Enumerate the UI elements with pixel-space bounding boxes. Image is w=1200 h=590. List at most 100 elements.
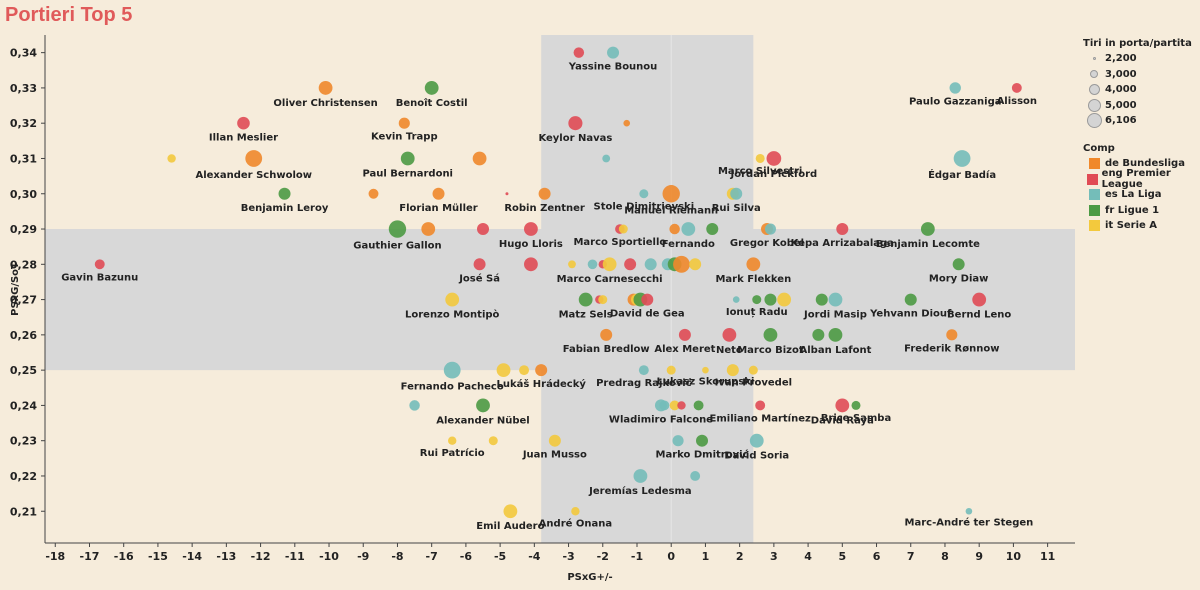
data-point [644, 258, 657, 271]
size-circle-icon [1092, 57, 1096, 61]
data-point [388, 220, 407, 238]
y-tick-label: 0,22 [10, 470, 37, 483]
data-point [730, 187, 743, 200]
color-swatch-icon [1088, 204, 1100, 216]
x-tick-label: -5 [494, 550, 506, 563]
data-point [624, 258, 637, 271]
point-label: Édgar Badía [928, 168, 996, 181]
size-legend-item: 3,000 [1083, 67, 1198, 83]
y-tick-label: 0,32 [10, 117, 37, 130]
point-label: Yassine Bounou [568, 62, 658, 73]
data-point [318, 81, 333, 95]
y-tick-label: 0,30 [10, 188, 37, 201]
data-point [505, 192, 509, 196]
data-point [659, 400, 670, 411]
x-tick-label: -7 [426, 550, 438, 563]
point-label: Hugo Lloris [499, 239, 563, 250]
y-tick-label: 0,31 [10, 152, 37, 165]
data-point [633, 469, 648, 483]
y-tick-label: 0,25 [10, 364, 37, 377]
competition-legend: Comp de Bundesliga eng Premier League es… [1083, 143, 1198, 234]
competition-legend-item[interactable]: fr Ligue 1 [1083, 203, 1198, 219]
data-point [749, 433, 764, 448]
data-point [1011, 82, 1022, 93]
data-point [488, 436, 498, 446]
scatter-plot: -18 -17 -16 -15 -14 -13 -12 -11 -10 -9 -8 -7 -6 -5 -4-… [10, 35, 1075, 583]
data-point [524, 257, 538, 272]
data-point [835, 398, 850, 413]
data-point [237, 116, 250, 130]
x-tick-label: 3 [770, 550, 778, 563]
data-point [766, 151, 782, 166]
point-label: Kepa Arrizabalaga [791, 238, 894, 249]
point-label: Jeremías Ledesma [588, 485, 691, 497]
data-point [764, 293, 777, 306]
x-tick-label: -18 [45, 550, 65, 563]
data-point [602, 154, 611, 163]
point-label: David de Gea [610, 309, 685, 320]
data-point [94, 259, 105, 270]
point-label: Matz Sels [559, 309, 613, 320]
data-point [677, 401, 686, 410]
data-point [828, 327, 843, 342]
competition-legend-item[interactable]: de Bundesliga [1083, 156, 1198, 172]
data-point [167, 154, 176, 163]
y-tick-label: 0,28 [10, 258, 37, 271]
point-label: Ivan Provedel [715, 378, 792, 389]
size-circle-icon [1090, 70, 1098, 79]
x-tick-label: -13 [216, 550, 236, 563]
data-point [568, 116, 583, 131]
data-point [535, 364, 548, 377]
point-label: Jordi Masip [803, 309, 867, 320]
point-label: Manuel Riemann [624, 205, 718, 216]
data-point [828, 292, 843, 307]
y-tick-label: 0,21 [10, 505, 37, 518]
data-point [673, 255, 690, 273]
size-circle-icon [1086, 113, 1102, 129]
data-point [476, 398, 490, 413]
x-tick-label: -17 [80, 550, 100, 563]
data-point [245, 150, 263, 167]
data-point [678, 328, 691, 341]
point-label: Benjamin Leroy [241, 203, 329, 214]
competition-legend-item[interactable]: es La Liga [1083, 187, 1198, 203]
point-label: Lukáš Hrádecký [496, 378, 586, 390]
data-point [662, 185, 680, 203]
y-tick-label: 0,23 [10, 435, 37, 448]
x-tick-label: 9 [975, 550, 983, 563]
point-label: Marko Dmitrović [656, 449, 749, 461]
competition-legend-item[interactable]: eng Premier League [1083, 168, 1198, 190]
x-tick-label: -6 [460, 550, 473, 563]
data-point [666, 365, 676, 375]
point-label: Fabian Bredlow [563, 344, 650, 355]
data-point [638, 365, 649, 376]
data-point [641, 293, 654, 306]
data-point [573, 47, 585, 58]
data-point [443, 361, 461, 379]
data-point [473, 258, 486, 271]
data-point [722, 327, 737, 342]
data-point [598, 295, 608, 305]
data-point [748, 365, 758, 375]
x-tick-label: -12 [251, 550, 271, 563]
point-label: Juan Musso [522, 450, 587, 461]
data-point [538, 187, 551, 200]
data-points [94, 46, 1022, 519]
x-tick-label: 10 [1006, 550, 1022, 563]
competition-legend-item[interactable]: it Serie A [1083, 218, 1198, 234]
size-legend-item: 6,106 [1083, 113, 1198, 129]
data-point [920, 222, 935, 236]
data-point [693, 400, 704, 411]
x-axis-label: PSxG+/- [567, 572, 612, 583]
point-label: Gregor Kobel [730, 238, 804, 249]
x-tick-label: 8 [941, 550, 949, 563]
x-tick-label: -1 [631, 550, 643, 563]
x-tick-label: 2 [736, 550, 744, 563]
data-point [607, 46, 620, 59]
size-circle-icon [1087, 98, 1101, 112]
data-point [777, 292, 792, 307]
point-label: Oliver Christensen [273, 98, 377, 109]
y-band [45, 229, 1075, 371]
point-label: Łukasz Skorupski [655, 376, 754, 387]
data-point [904, 293, 917, 306]
